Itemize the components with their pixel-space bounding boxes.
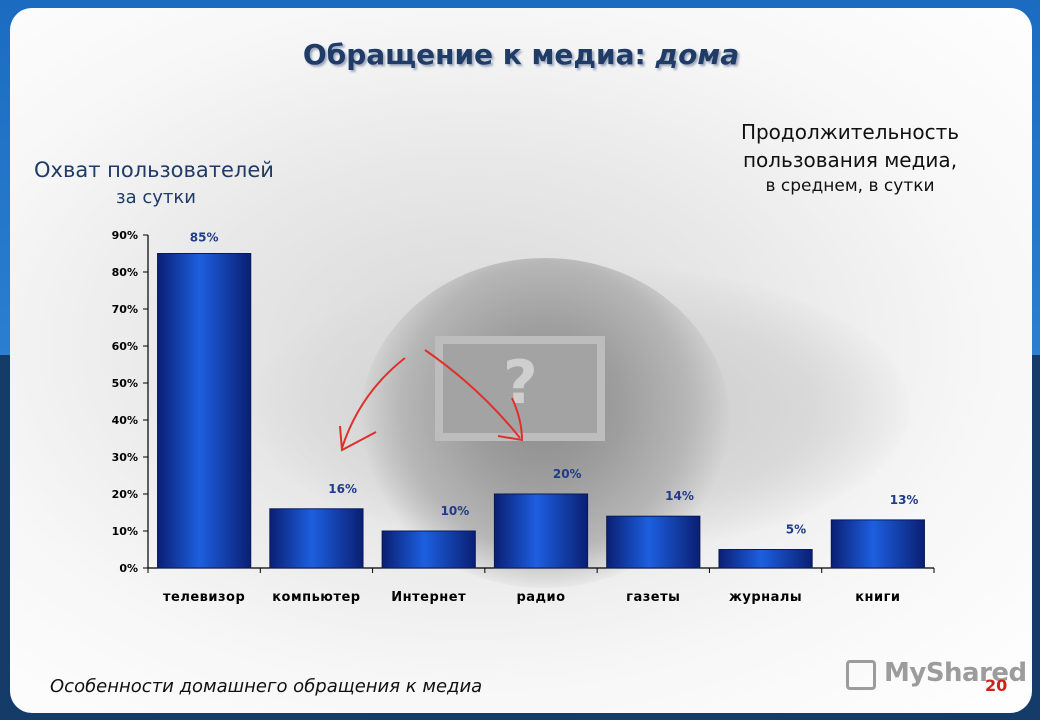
y-tick-label: 90% bbox=[112, 229, 138, 242]
x-category-label: телевизор bbox=[163, 590, 245, 605]
x-category-label: компьютер bbox=[272, 590, 360, 605]
left-subheading: за сутки bbox=[116, 187, 196, 208]
y-tick-label: 80% bbox=[112, 266, 138, 279]
watermark-cart-icon bbox=[846, 660, 876, 690]
y-tick-label: 40% bbox=[112, 414, 138, 427]
bar-3 bbox=[493, 493, 589, 569]
watermark-text: MyShared bbox=[884, 658, 1027, 688]
data-label: 20% bbox=[553, 467, 582, 481]
slide-title: Обращение к медиа: дома bbox=[10, 38, 1032, 71]
data-label: 14% bbox=[665, 489, 694, 503]
y-tick-label: 20% bbox=[112, 488, 138, 501]
slide-panel: ? Обращение к медиа: дома Охват пользова… bbox=[10, 8, 1032, 713]
y-tick-label: 70% bbox=[112, 303, 138, 316]
right-heading-line1: Продолжительность bbox=[740, 120, 960, 144]
bar-0 bbox=[157, 253, 252, 569]
arrow-right-shaft bbox=[424, 349, 521, 439]
x-category-label: радио bbox=[516, 590, 565, 605]
data-label: 10% bbox=[441, 504, 470, 518]
data-label: 16% bbox=[328, 482, 357, 496]
question-mark-icon: ? bbox=[503, 348, 538, 418]
right-heading-line3: в среднем, в сутки bbox=[765, 176, 935, 196]
data-label: 13% bbox=[890, 493, 919, 507]
y-tick-label: 30% bbox=[112, 451, 138, 464]
bar-5 bbox=[718, 549, 813, 569]
x-category-label: журналы bbox=[729, 590, 802, 605]
bar-4 bbox=[606, 515, 701, 569]
data-label: 85% bbox=[190, 231, 219, 245]
arrow-left-shaft bbox=[341, 357, 406, 449]
annotation-arrows bbox=[339, 349, 524, 452]
slide-footer: Особенности домашнего обращения к медиа bbox=[50, 676, 483, 697]
x-category-label: книги bbox=[855, 590, 900, 605]
x-category-label: Интернет bbox=[391, 590, 466, 605]
title-emphasis: дома bbox=[655, 38, 740, 71]
right-heading: Продолжительность пользования медиа, в с… bbox=[700, 118, 1000, 198]
data-label: 5% bbox=[786, 523, 806, 537]
watermark-logo: MyShared bbox=[846, 658, 1027, 688]
y-tick-label: 0% bbox=[119, 562, 138, 575]
bar-2 bbox=[381, 530, 476, 569]
bar-6 bbox=[830, 519, 925, 569]
bar-1 bbox=[269, 508, 364, 569]
x-category-label: газеты bbox=[626, 590, 680, 605]
y-tick-label: 50% bbox=[112, 377, 138, 390]
bar-chart: 0% 10% 20% 30% 40% 50% 60% 70% 80% 90% 85% телевиз… bbox=[112, 229, 935, 605]
page-number: 20 bbox=[985, 676, 1008, 695]
arrow-left-head bbox=[339, 425, 377, 452]
right-heading-line2: пользования медиа, bbox=[742, 148, 958, 172]
title-main: Обращение к медиа: bbox=[302, 38, 656, 71]
y-tick-label: 60% bbox=[112, 340, 138, 353]
y-tick-label: 10% bbox=[112, 525, 138, 538]
left-heading: Охват пользователей bbox=[34, 158, 274, 182]
arrow-right-head bbox=[497, 397, 524, 442]
